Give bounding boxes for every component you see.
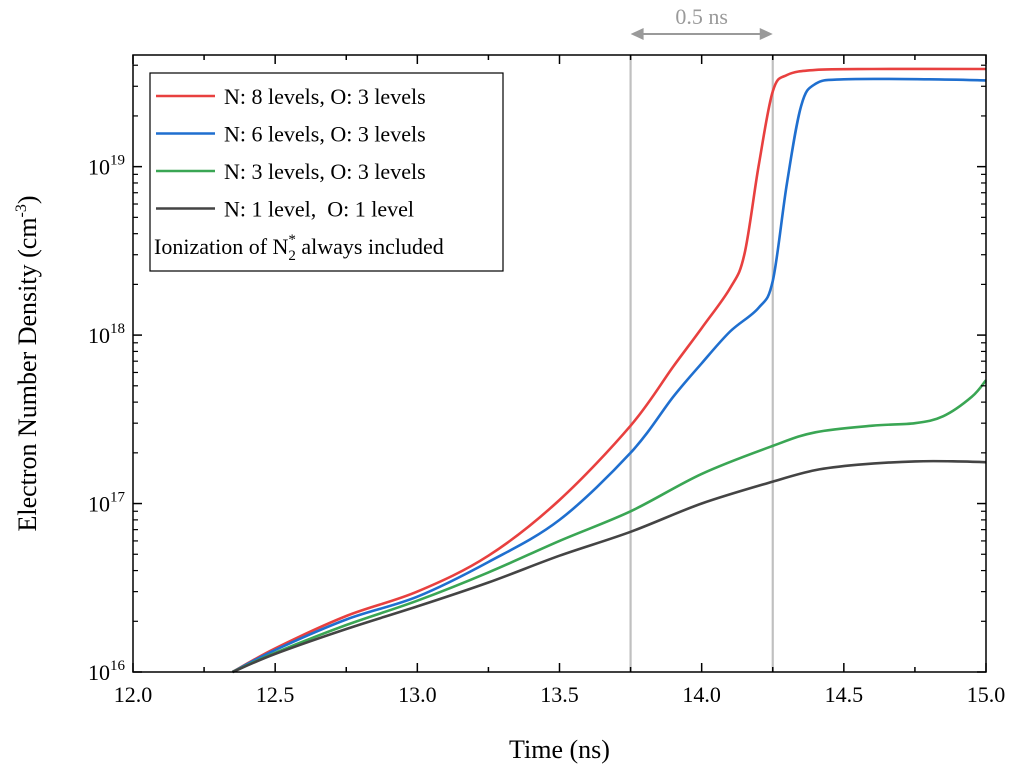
series-line-1: [231, 77, 987, 674]
x-tick-label-0: 12.0: [114, 682, 153, 707]
x-tick-label-2: 13.0: [398, 682, 437, 707]
x-tick-label-1: 12.5: [256, 682, 295, 707]
y-tick-label-1: 1017: [88, 490, 126, 517]
legend-note-pre: Ionization of N: [154, 234, 289, 259]
series-lines: [231, 67, 988, 674]
legend: N: 8 levels, O: 3 levels N: 6 levels, O: …: [149, 72, 504, 272]
y-tick-label-2: 1018: [88, 321, 125, 348]
legend-items: N: 8 levels, O: 3 levels N: 6 levels, O: …: [156, 84, 426, 222]
y-axis-title-tail: ): [13, 195, 42, 204]
legend-note-post: always included: [296, 234, 444, 259]
y-tick-label-3: 1019: [88, 153, 125, 180]
x-axis-title: Time (ns): [509, 735, 610, 764]
interval-arrowhead-left: [630, 28, 644, 40]
x-tick-label-5: 14.5: [825, 682, 864, 707]
interval-annotation: 0.5 ns: [630, 4, 773, 40]
y-axis-title-sup: -3: [13, 204, 30, 217]
series-line-0: [231, 67, 987, 674]
interval-label: 0.5 ns: [675, 4, 728, 29]
legend-label-0: N: 8 levels, O: 3 levels: [224, 84, 426, 109]
legend-label-3: N: 1 level, O: 1 level: [224, 197, 414, 222]
legend-note: Ionization of N2* always included: [154, 232, 444, 264]
reference-vlines: [629, 55, 774, 672]
legend-note-sub: 2: [288, 248, 296, 264]
y-axis-title-base: Electron Number Density (cm: [13, 217, 42, 531]
x-axis-ticks: 12.0 12.5 13.0 13.5 14.0 14.5 15.0: [114, 55, 1006, 707]
x-tick-label-3: 13.5: [540, 682, 579, 707]
series-line-2: [231, 379, 988, 674]
x-tick-label-4: 14.0: [682, 682, 721, 707]
y-axis-title: Electron Number Density (cm-3): [13, 195, 42, 531]
interval-arrowhead-right: [759, 28, 773, 40]
y-axis-ticks: 1016 1017 1018 1019: [88, 64, 986, 685]
y-tick-label-0: 1016: [88, 658, 126, 685]
legend-label-1: N: 6 levels, O: 3 levels: [224, 122, 426, 147]
legend-label-2: N: 3 levels, O: 3 levels: [224, 159, 426, 184]
x-tick-label-6: 15.0: [967, 682, 1006, 707]
series-line-3: [231, 459, 987, 674]
legend-note-sup: *: [288, 232, 296, 248]
